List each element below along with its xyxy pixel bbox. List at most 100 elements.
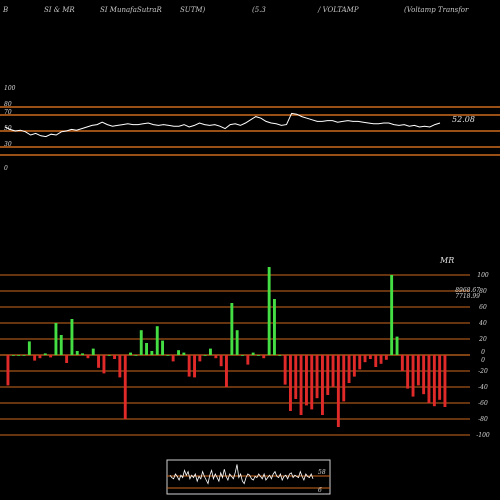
mr-bar <box>59 335 63 355</box>
mr-bar <box>390 275 394 355</box>
mr-bar <box>299 355 303 415</box>
mr-bar <box>257 355 260 356</box>
mr-bar <box>289 355 292 411</box>
mr-bar <box>214 355 218 359</box>
mr-bar <box>86 355 90 359</box>
mr-bar <box>305 355 308 406</box>
mr-bar <box>438 355 442 400</box>
mr-bar <box>262 355 266 359</box>
mr-bar <box>38 355 42 359</box>
header-item-6: (Voltamp Transfor <box>404 6 469 14</box>
mr-tick-label: -100 <box>476 432 490 439</box>
header-item-0: B <box>2 6 8 14</box>
mr-bar <box>347 355 351 383</box>
mr-tick-label: 60 <box>479 304 487 311</box>
mr-bar <box>363 355 367 363</box>
mr-bar <box>273 299 276 355</box>
mr-bar <box>150 351 154 355</box>
mr-bar <box>209 348 212 355</box>
mr-bar <box>406 355 410 389</box>
mr-value-label: 7718.99 <box>455 293 480 300</box>
rsi-tick-label: 70 <box>4 109 12 116</box>
mr-bar <box>17 355 21 356</box>
mr-bar <box>267 267 271 355</box>
mr-bar <box>203 355 207 356</box>
mr-bar <box>395 336 399 355</box>
mr-bar <box>235 330 239 355</box>
header-item-5: / VOLTAMP <box>317 6 359 14</box>
mr-tick-label: -60 <box>478 400 488 407</box>
mr-bar <box>129 352 132 355</box>
mr-bar <box>65 355 69 363</box>
mr-bar <box>352 355 356 377</box>
mr-bar <box>43 353 47 355</box>
mr-bar <box>331 355 335 387</box>
mr-bar <box>384 355 388 360</box>
mini-frame <box>166 459 331 495</box>
mr-tick-label: -80 <box>478 416 488 423</box>
mr-panel: 100 80 60 40 20 00 -20 -40 -60 -80 -100 MR 8968.6777… <box>0 256 490 439</box>
mr-bar <box>161 340 164 355</box>
mr-bar <box>54 323 58 355</box>
mr-bar <box>166 355 170 356</box>
mr-bar <box>336 355 340 427</box>
rsi-line <box>4 112 441 138</box>
mr-tick-label: 0 <box>481 349 485 356</box>
mr-bar <box>33 355 37 361</box>
header-item-2: SI MunafaSutraR <box>100 6 163 14</box>
mr-bar <box>113 355 116 359</box>
mr-bar <box>171 355 175 362</box>
mr-bar <box>219 355 223 367</box>
mr-bar <box>225 355 228 387</box>
mr-bar <box>411 355 415 397</box>
mr-tick-label: -40 <box>478 384 488 391</box>
mr-bar <box>416 355 420 386</box>
mr-bar <box>358 355 362 370</box>
mr-bar <box>422 355 426 395</box>
mr-title: MR <box>439 256 454 265</box>
mr-bar <box>198 355 202 362</box>
mr-bar <box>427 355 431 403</box>
mini-tick-label: 6 <box>318 487 322 494</box>
mr-bar <box>187 355 191 377</box>
mr-bar <box>107 355 111 356</box>
mr-bar <box>91 348 95 355</box>
mr-bar <box>374 355 378 367</box>
mr-bar <box>294 355 298 399</box>
mr-bar <box>230 303 234 355</box>
mr-bar <box>342 355 346 402</box>
mr-bar <box>443 355 447 407</box>
mr-tick-label: 40 <box>478 320 487 327</box>
mr-bar <box>177 350 180 355</box>
mr-value-label: 8968.67 <box>455 287 480 294</box>
mr-bar <box>27 341 31 355</box>
mr-bar <box>102 355 106 374</box>
rsi-last-value-label: 52.08 <box>452 115 475 124</box>
header-item-1: SI & MR <box>44 6 75 14</box>
mr-bar <box>193 355 196 378</box>
mr-bar <box>326 355 330 395</box>
mini-tick-label: 58 <box>318 469 326 476</box>
mr-bar <box>315 355 319 399</box>
header-item-3: SUTM) <box>180 6 206 14</box>
mr-bar <box>123 355 127 419</box>
rsi-tick-label: 30 <box>4 141 12 148</box>
mr-bar <box>432 355 436 407</box>
mr-bar <box>118 355 122 378</box>
mr-bar <box>11 355 15 356</box>
mr-tick-label: -20 <box>478 368 488 375</box>
mr-bar <box>22 355 26 356</box>
mr-bar <box>70 319 74 355</box>
mr-tick-label: 0 <box>481 357 485 364</box>
rsi-tick-label: 0 <box>4 165 8 172</box>
mr-bar <box>81 353 84 355</box>
mr-bar <box>379 355 383 364</box>
mr-tick-label: 80 <box>479 288 487 295</box>
mr-bar <box>75 351 79 355</box>
mr-bar <box>310 355 314 410</box>
mr-bar <box>145 343 148 355</box>
mr-bar <box>134 355 138 356</box>
mr-bar <box>283 355 287 385</box>
